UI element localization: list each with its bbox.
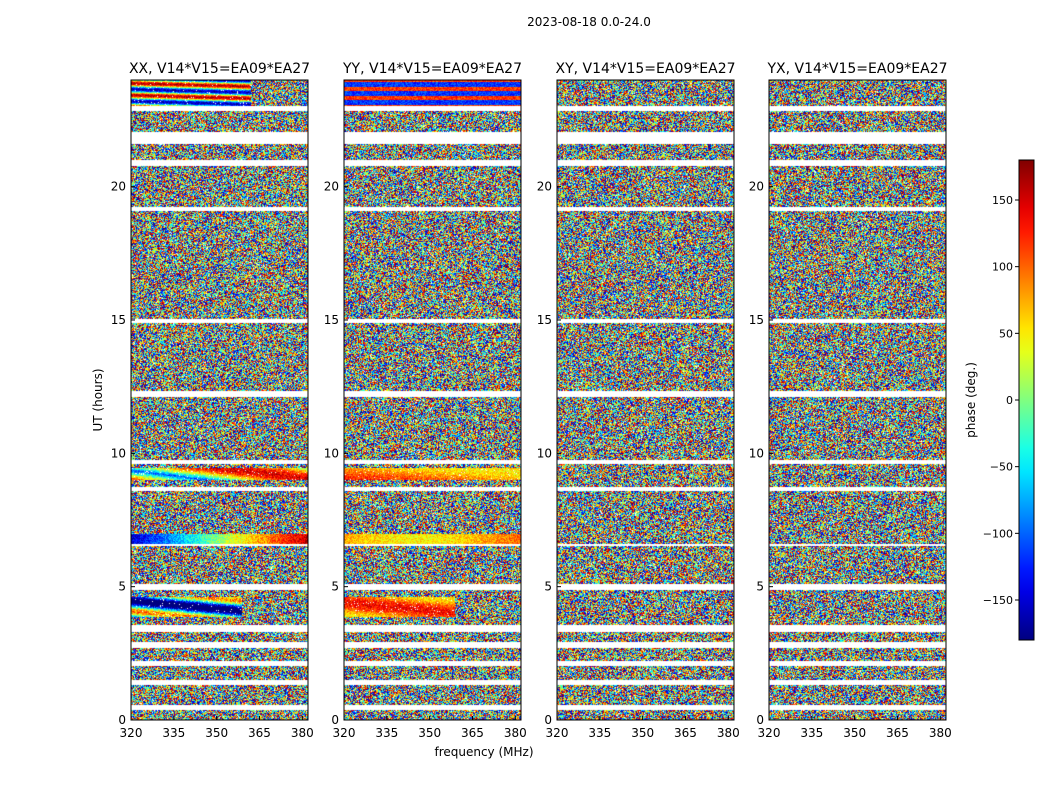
- x-tick-label: 365: [674, 726, 697, 740]
- colorbar-tick-label: 150: [992, 194, 1013, 207]
- y-tick-label: 15: [324, 313, 339, 327]
- panel-xy: XY, V14*V15=EA09*EA27 320 335 350 365 380 0 5 10…: [537, 61, 740, 740]
- colorbar-tick-label: 0: [1006, 394, 1013, 407]
- x-tick-label: 335: [800, 726, 823, 740]
- x-axis-label: frequency (MHz): [434, 745, 533, 759]
- x-tick-label: 335: [162, 726, 185, 740]
- x-tick-label: 380: [504, 726, 527, 740]
- x-tick-label: 350: [843, 726, 866, 740]
- x-tick-label: 380: [929, 726, 952, 740]
- colorbar-tick-label: −150: [983, 594, 1013, 607]
- y-tick-label: 15: [111, 313, 126, 327]
- y-tick-label: 20: [324, 180, 339, 194]
- y-tick-label: 15: [537, 313, 552, 327]
- y-tick-label: 5: [331, 580, 339, 594]
- colorbar-tick-label: −50: [990, 461, 1013, 474]
- y-tick-label: 0: [118, 713, 126, 727]
- x-tick-label: 365: [886, 726, 909, 740]
- y-tick-label: 5: [118, 580, 126, 594]
- figure-title: 2023-08-18 0.0-24.0: [527, 15, 651, 29]
- colorbar-tick-label: 100: [992, 261, 1013, 274]
- x-tick-label: 320: [758, 726, 781, 740]
- y-tick-label: 10: [111, 446, 126, 460]
- x-tick-label: 320: [333, 726, 356, 740]
- panel-frame: [130, 79, 309, 721]
- heatmap-xx: [131, 80, 308, 720]
- y-tick-label: 5: [544, 580, 552, 594]
- x-tick-label: 335: [588, 726, 611, 740]
- panel-title: YX, V14*V15=EA09*EA27: [766, 61, 947, 77]
- x-tick-label: 380: [717, 726, 740, 740]
- colorbar-label: phase (deg.): [964, 362, 978, 438]
- x-tick-label: 365: [248, 726, 271, 740]
- panels-group: XX, V14*V15=EA09*EA27 320 335 350 365 380 0 5 10…: [91, 61, 952, 759]
- x-tick-label: 320: [546, 726, 569, 740]
- y-tick-label: 20: [537, 180, 552, 194]
- x-tick-label: 365: [461, 726, 484, 740]
- y-tick-label: 15: [749, 313, 764, 327]
- y-tick-label: 0: [756, 713, 764, 727]
- y-tick-label: 10: [749, 446, 764, 460]
- panel-xx: XX, V14*V15=EA09*EA27 320 335 350 365 380 0 5 10…: [91, 61, 314, 740]
- heatmap-yy: [344, 80, 521, 720]
- colorbar-tick-label: −100: [983, 527, 1013, 540]
- heatmap-yx: [769, 80, 946, 720]
- y-tick-label: 0: [544, 713, 552, 727]
- panel-frame: [768, 79, 947, 721]
- panel-frame: [343, 79, 522, 721]
- x-tick-label: 350: [205, 726, 228, 740]
- x-tick-label: 350: [418, 726, 441, 740]
- y-tick-label: 0: [331, 713, 339, 727]
- y-tick-label: 10: [537, 446, 552, 460]
- x-tick-label: 350: [631, 726, 654, 740]
- panel-title: YY, V14*V15=EA09*EA27: [342, 61, 522, 77]
- y-tick-label: 10: [324, 446, 339, 460]
- panel-title: XY, V14*V15=EA09*EA27: [555, 61, 735, 77]
- colorbar-fill: [1018, 159, 1035, 641]
- colorbar-tick-label: 50: [999, 327, 1013, 340]
- y-tick-label: 20: [749, 180, 764, 194]
- panel-title: XX, V14*V15=EA09*EA27: [129, 61, 310, 77]
- y-tick-label: 20: [111, 180, 126, 194]
- x-tick-label: 380: [291, 726, 314, 740]
- heatmap-xy: [557, 80, 734, 720]
- colorbar: −150 −100 −50 0 50 100 150 phase (deg.): [964, 159, 1035, 641]
- panel-frame: [556, 79, 735, 721]
- panel-yy: YY, V14*V15=EA09*EA27 320 335 350 365 380 0 5 10…: [324, 61, 534, 759]
- panel-yx: YX, V14*V15=EA09*EA27 320 335 350 365 380 0 5 10…: [749, 61, 952, 740]
- y-tick-label: 5: [756, 580, 764, 594]
- x-tick-label: 335: [375, 726, 398, 740]
- x-tick-label: 320: [120, 726, 143, 740]
- y-axis-label: UT (hours): [91, 368, 105, 431]
